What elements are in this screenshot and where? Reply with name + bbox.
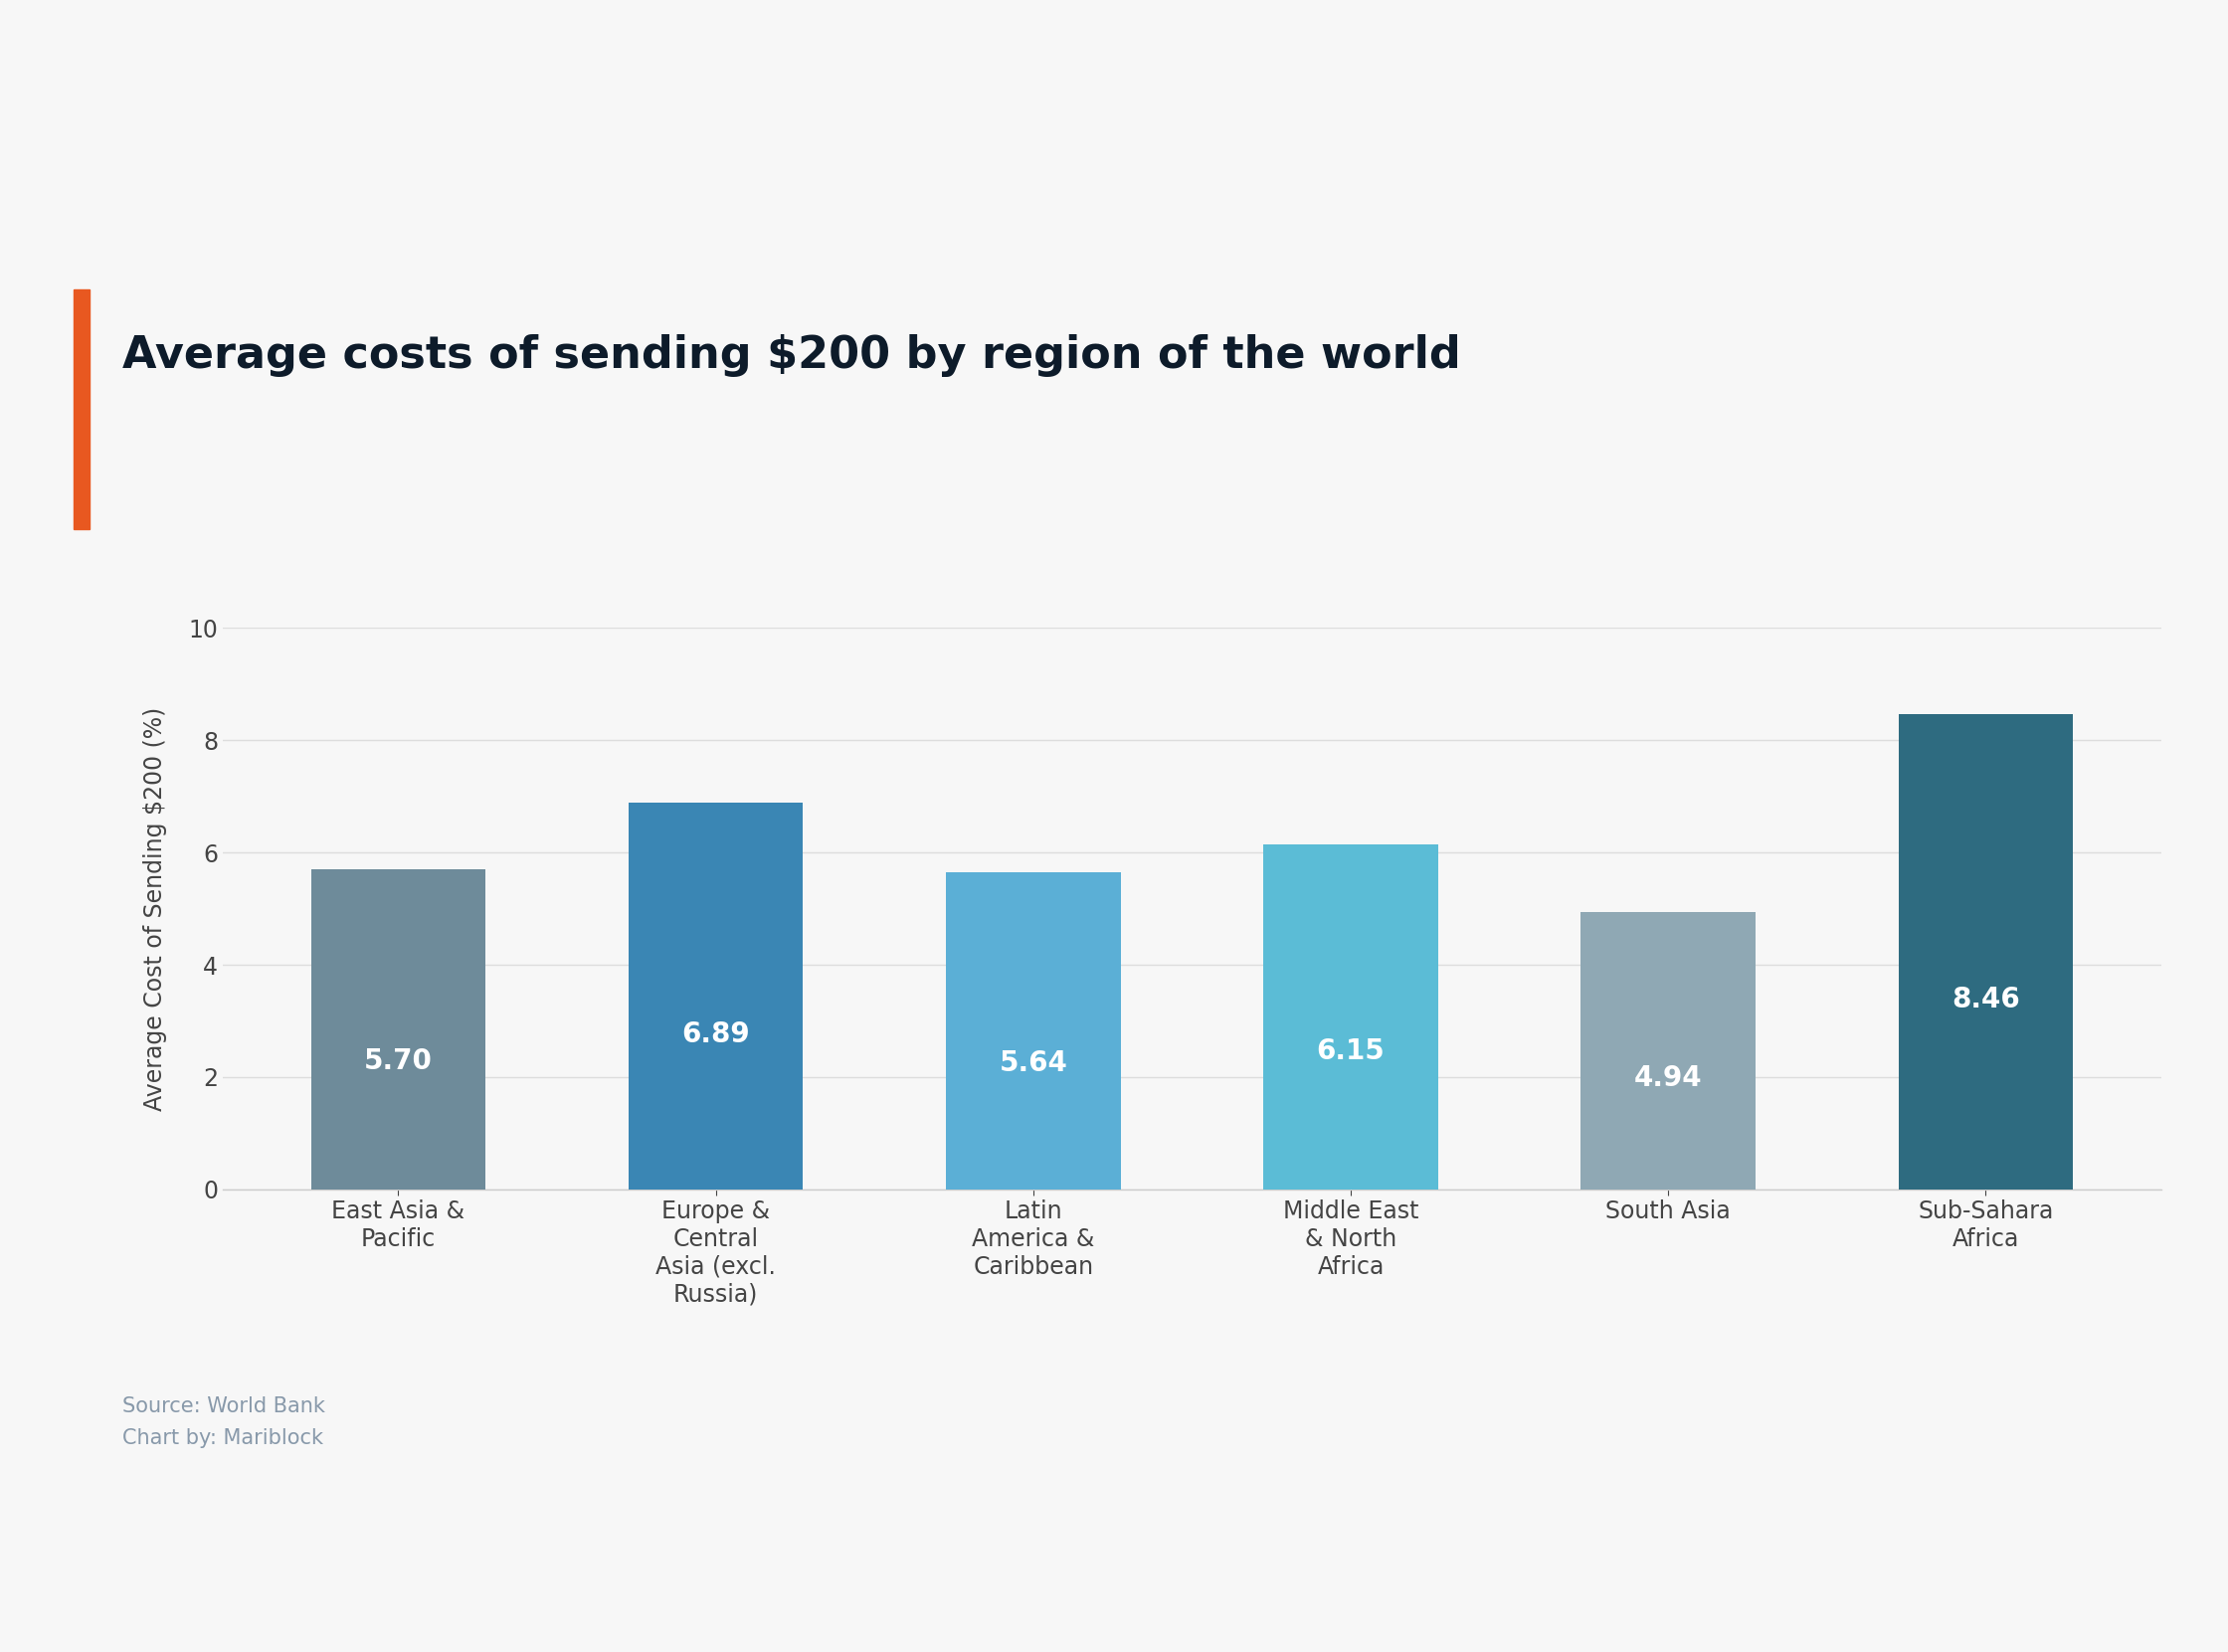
Bar [312, 869, 486, 1189]
Text: Average costs of sending $200 by region of the world: Average costs of sending $200 by region … [123, 334, 1462, 377]
Bar [1263, 844, 1437, 1189]
Text: 8.46: 8.46 [1952, 986, 2021, 1013]
Text: 4.94: 4.94 [1633, 1064, 1702, 1092]
Bar [947, 872, 1121, 1189]
Y-axis label: Average Cost of Sending $200 (%): Average Cost of Sending $200 (%) [143, 707, 167, 1110]
Text: 6.89: 6.89 [682, 1021, 751, 1049]
Bar [1582, 912, 1756, 1189]
Text: 5.64: 5.64 [998, 1049, 1067, 1077]
Text: 5.70: 5.70 [363, 1047, 432, 1075]
Text: Source: World Bank
Chart by: Mariblock: Source: World Bank Chart by: Mariblock [123, 1396, 325, 1449]
Text: 6.15: 6.15 [1317, 1037, 1386, 1066]
Bar [1898, 714, 2072, 1189]
Bar [628, 803, 802, 1189]
